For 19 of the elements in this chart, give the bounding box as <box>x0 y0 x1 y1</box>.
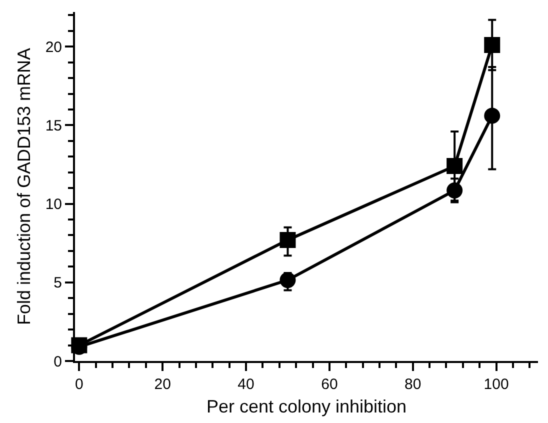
x-tick-label: 80 <box>404 376 422 393</box>
point <box>484 108 500 124</box>
y-axis-title: Fold induction of GADD153 mRNA <box>14 48 34 326</box>
point <box>446 158 463 174</box>
y-tick-label: 10 <box>45 196 62 214</box>
x-tick-label: 60 <box>321 376 338 393</box>
x-tick-label: 40 <box>238 376 254 393</box>
y-tick-label: 20 <box>45 38 62 56</box>
y-tick-label: 0 <box>54 353 62 370</box>
point <box>280 272 296 288</box>
y-tick-label: 15 <box>45 117 62 134</box>
x-tick-label: 100 <box>484 376 509 393</box>
x-tick-label: 0 <box>75 376 84 393</box>
x-tick-label: 20 <box>154 376 171 393</box>
y-tick-label: 5 <box>54 274 62 292</box>
x-axis-title: Per cent colony inhibition <box>206 396 407 417</box>
point <box>484 37 500 54</box>
point <box>280 232 296 248</box>
point <box>446 182 463 198</box>
